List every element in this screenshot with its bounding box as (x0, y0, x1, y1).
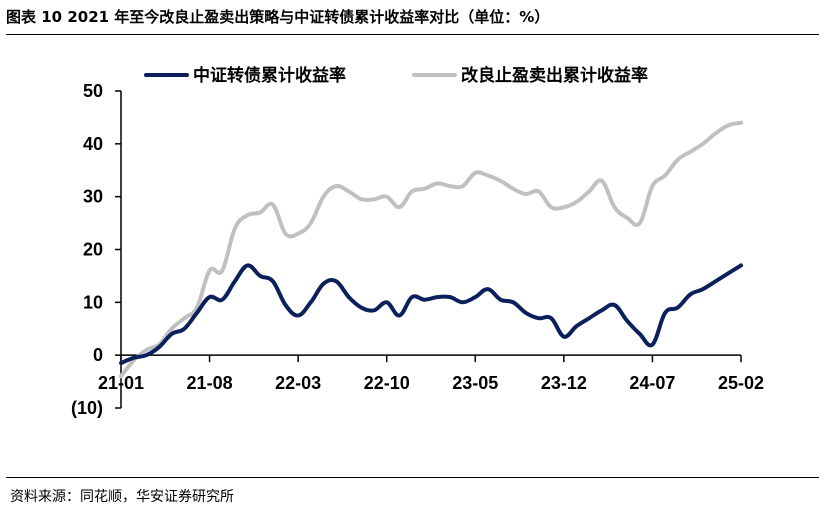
y-tick-label: 40 (83, 134, 103, 154)
chart-legend: 中证转债累计收益率 改良止盈卖出累计收益率 (144, 65, 648, 86)
source-note: 资料来源：同花顺，华安证券研究所 (10, 489, 234, 505)
y-tick-label: 10 (83, 292, 103, 312)
legend-label-0: 中证转债累计收益率 (193, 65, 346, 86)
series-line-1 (119, 120, 743, 379)
x-tick-label: 21-01 (98, 373, 144, 393)
y-tick-label: 20 (83, 240, 103, 260)
source-divider (6, 477, 819, 478)
series-line-0 (119, 263, 743, 366)
x-tick-label: 23-12 (541, 373, 587, 393)
y-tick-label: 0 (93, 345, 103, 365)
x-tick-label: 25-02 (718, 373, 764, 393)
title-divider (6, 34, 819, 35)
figure-title: 图表 10 2021 年至今改良止盈卖出策略与中证转债累计收益率对比（单位：%） (6, 8, 550, 26)
x-tick-label: 22-10 (364, 373, 410, 393)
chart-series (119, 120, 743, 379)
legend-label-1: 改良止盈卖出累计收益率 (461, 65, 648, 86)
y-tick-label: 50 (83, 81, 103, 101)
y-tick-label: (10) (71, 398, 103, 418)
x-tick-label: 22-03 (275, 373, 321, 393)
chart-axes: 50 40 30 20 10 0 (10) 21-01 21-08 22-03 22-10 23-05… (71, 81, 764, 418)
y-tick-label: 30 (83, 187, 103, 207)
x-tick-label: 23-05 (452, 373, 498, 393)
x-tick-label: 21-08 (187, 373, 233, 393)
x-tick-label: 24-07 (629, 373, 675, 393)
